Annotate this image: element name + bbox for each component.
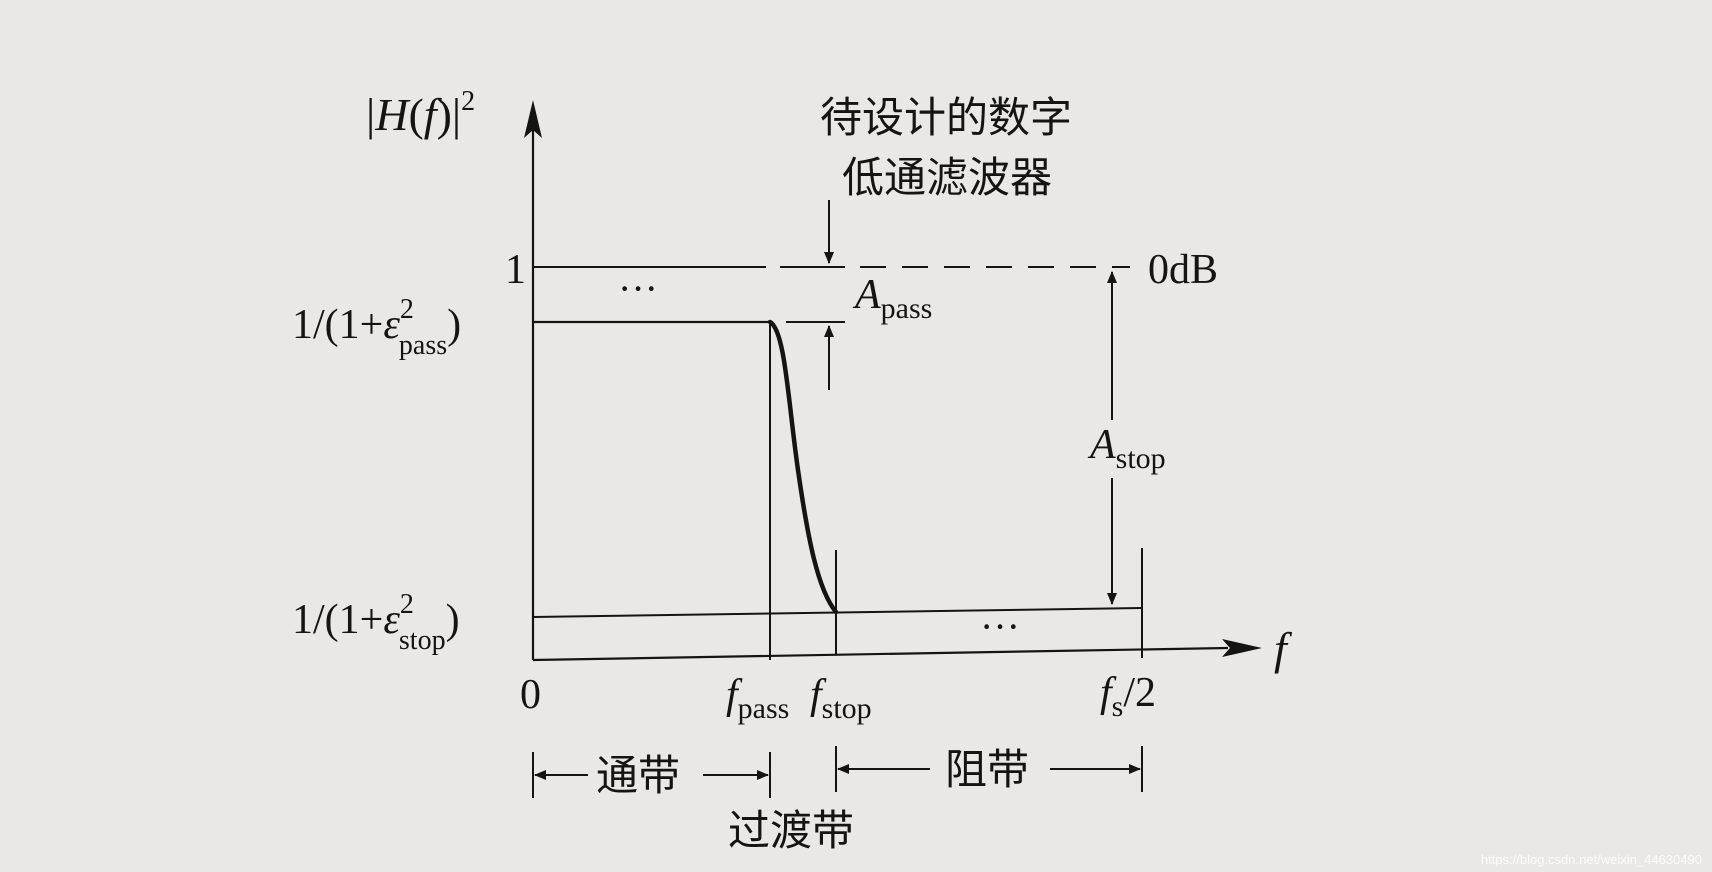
annotation-line-2: 低通滤波器 [842,153,1052,202]
fs-half-label: fs/2 [1100,670,1156,723]
a-pass-label: Apass [852,272,932,325]
passband-label: 通带 [596,751,680,800]
watermark-text: https://blog.csdn.net/weixin_44630490 [1481,852,1702,867]
f-pass-label: fpass [726,672,789,725]
y-axis-arrow-icon [524,100,542,138]
a-stop-label: Astop [1087,422,1166,475]
stop-level-line [532,607,1143,618]
y-axis-label: |H(f)|2 [366,86,475,140]
stop-level-label: 1/(1+ε2 stop) [292,589,460,656]
transition-band-label: 过渡带 [728,806,854,855]
x-axis-label: f [1274,623,1293,674]
pass-level-label: 1/(1+ε2 pass) [292,294,461,361]
x-axis-arrow-icon [1222,639,1262,657]
x-axis [532,646,1229,662]
unity-label: 1 [505,247,526,293]
zero-db-label: 0dB [1148,247,1218,293]
annotation-line-1: 待设计的数字 [820,93,1072,142]
stopband-ellipsis: ··· [980,604,1020,649]
origin-label: 0 [520,672,541,718]
filter-response-curve [767,319,839,615]
stopband-label: 阻带 [945,745,1029,794]
f-stop-label: fstop [810,672,872,725]
passband-ellipsis: ··· [618,266,658,311]
